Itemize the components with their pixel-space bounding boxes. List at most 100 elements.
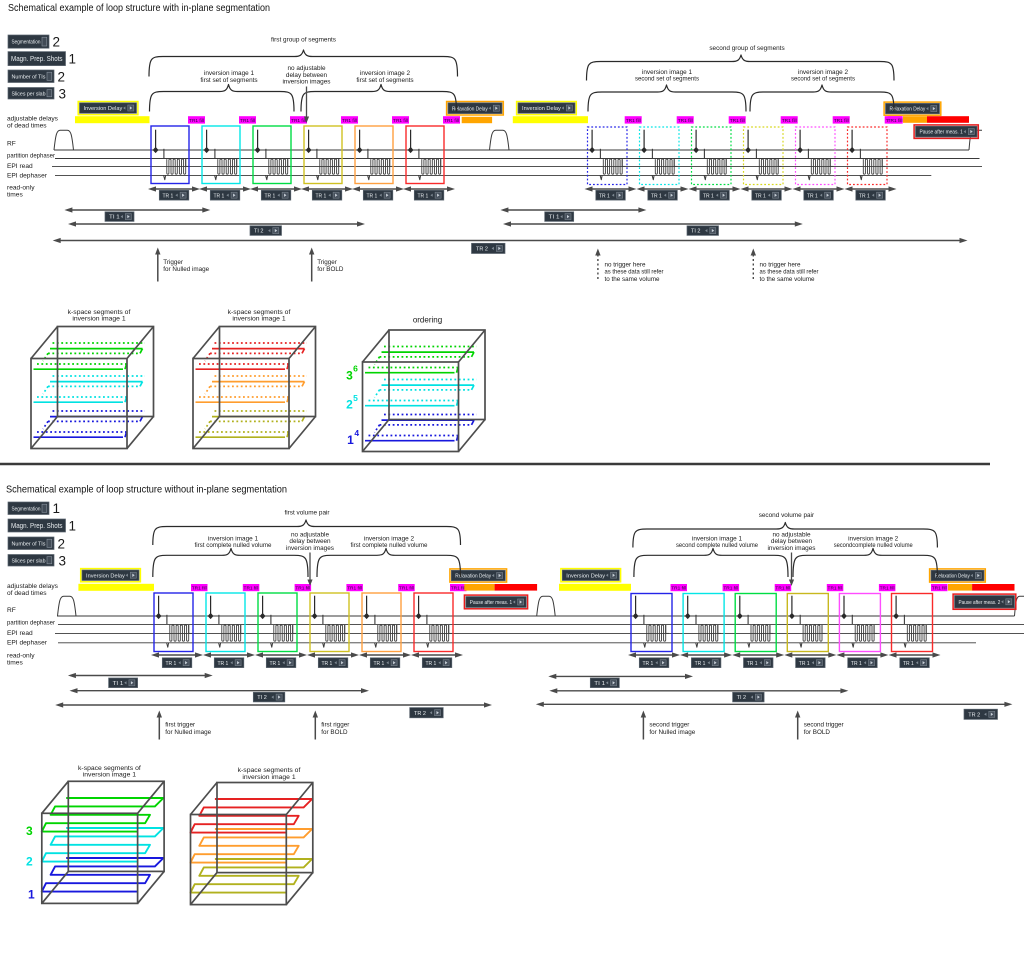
- svg-text:1: 1: [53, 501, 61, 516]
- svg-text:2: 2: [58, 70, 66, 85]
- svg-text:k-space segments of: k-space segments of: [68, 309, 131, 316]
- svg-text:TI 1: TI 1: [549, 215, 560, 221]
- svg-text:secondcomplete nulled volume: secondcomplete nulled volume: [834, 542, 913, 549]
- svg-text:TR1 fill: TR1 fill: [295, 586, 310, 592]
- svg-text:Relaxation Delay: Relaxation Delay: [455, 574, 491, 580]
- svg-text:TR 1: TR 1: [747, 661, 758, 667]
- svg-text:TR 1: TR 1: [651, 193, 662, 199]
- svg-text:TR1 fill: TR1 fill: [888, 118, 903, 124]
- svg-text:TR 1: TR 1: [270, 661, 281, 667]
- svg-text:TR1 fill: TR1 fill: [291, 118, 306, 124]
- svg-text:Number of TIs: Number of TIs: [12, 541, 46, 547]
- svg-text:Trigger: Trigger: [163, 259, 183, 266]
- svg-text:Inversion Delay: Inversion Delay: [522, 106, 561, 112]
- svg-text:4: 4: [354, 428, 359, 438]
- svg-text:TR 1: TR 1: [166, 661, 177, 667]
- svg-text:TR 1: TR 1: [695, 661, 706, 667]
- svg-text:Relaxation Delay: Relaxation Delay: [452, 106, 488, 112]
- svg-text:delay between: delay between: [771, 538, 813, 545]
- svg-text:for Nulled image: for Nulled image: [163, 266, 209, 273]
- svg-text:RF: RF: [7, 607, 16, 614]
- svg-text:times: times: [7, 191, 23, 198]
- svg-text:inversion images: inversion images: [768, 545, 816, 552]
- svg-text:TR 1: TR 1: [218, 661, 229, 667]
- svg-text:Schematical example of loop st: Schematical example of loop structure wi…: [6, 485, 287, 496]
- svg-text:first trigger: first trigger: [165, 721, 195, 728]
- svg-text:TR 2: TR 2: [414, 711, 426, 717]
- svg-text:TI 1: TI 1: [594, 681, 605, 687]
- svg-text:TR1 fill: TR1 fill: [782, 118, 797, 124]
- svg-text:TR1 fill: TR1 fill: [932, 586, 947, 592]
- svg-text:inversion image 2: inversion image 2: [360, 70, 411, 77]
- svg-text:TR 1: TR 1: [316, 193, 327, 199]
- svg-text:k-space segments of: k-space segments of: [238, 767, 301, 774]
- svg-text:TR 1: TR 1: [703, 193, 714, 199]
- svg-text:TR 1: TR 1: [799, 661, 810, 667]
- svg-text:first group of segments: first group of segments: [271, 37, 336, 44]
- svg-text:3: 3: [26, 824, 33, 838]
- svg-text:TR1 fill: TR1 fill: [244, 586, 259, 592]
- svg-text:inversion image 2: inversion image 2: [798, 69, 849, 76]
- svg-text:Relaxation Delay: Relaxation Delay: [935, 574, 970, 580]
- svg-text:TR1 fill: TR1 fill: [828, 586, 843, 592]
- svg-text:TR 1: TR 1: [163, 193, 174, 199]
- svg-text:Pause after meas. 1: Pause after meas. 1: [920, 130, 963, 136]
- svg-text:TR 1: TR 1: [599, 193, 610, 199]
- svg-text:TR 1: TR 1: [755, 193, 766, 199]
- svg-text:delay between: delay between: [289, 538, 331, 545]
- svg-text:inversion image 1: inversion image 1: [83, 772, 136, 779]
- svg-text:3: 3: [59, 87, 67, 102]
- svg-text:5: 5: [353, 393, 358, 403]
- svg-text:Inversion Delay: Inversion Delay: [84, 106, 123, 112]
- svg-text:TR1 fill: TR1 fill: [880, 586, 895, 592]
- svg-text:TR 1: TR 1: [851, 661, 862, 667]
- svg-text:TR1 fill: TR1 fill: [451, 586, 466, 592]
- svg-text:inversion image 1: inversion image 1: [204, 70, 255, 77]
- svg-text:for BOLD: for BOLD: [317, 266, 344, 273]
- svg-text:TR1 fill: TR1 fill: [444, 118, 459, 124]
- svg-text:3: 3: [346, 368, 353, 382]
- svg-text:EPI dephaser: EPI dephaser: [7, 172, 48, 179]
- svg-text:inversion image 1: inversion image 1: [208, 535, 259, 542]
- svg-text:TR1 fill: TR1 fill: [399, 586, 414, 592]
- svg-text:second set of segments: second set of segments: [791, 76, 855, 83]
- svg-text:EPI read: EPI read: [7, 163, 33, 170]
- svg-text:1: 1: [347, 433, 354, 447]
- svg-text:1: 1: [69, 52, 77, 67]
- svg-text:TI 2: TI 2: [737, 695, 746, 701]
- svg-text:TI 2: TI 2: [254, 229, 263, 235]
- svg-text:TR 1: TR 1: [903, 661, 914, 667]
- svg-text:delay between: delay between: [286, 72, 328, 79]
- svg-text:EPI dephaser: EPI dephaser: [7, 640, 48, 647]
- svg-text:Number of TIs: Number of TIs: [12, 74, 46, 80]
- svg-text:first set of segments: first set of segments: [200, 77, 257, 84]
- svg-text:to the same volume: to the same volume: [605, 276, 660, 283]
- svg-text:no adjustable: no adjustable: [772, 531, 810, 538]
- svg-text:Inversion Delay: Inversion Delay: [86, 573, 125, 579]
- svg-text:RF: RF: [7, 140, 16, 147]
- svg-text:TR1 fill: TR1 fill: [671, 586, 686, 592]
- svg-text:no adjustable: no adjustable: [287, 65, 325, 72]
- svg-text:adjustable delays: adjustable delays: [7, 116, 59, 123]
- svg-text:1: 1: [69, 519, 77, 534]
- svg-text:EPI read: EPI read: [7, 630, 33, 637]
- svg-text:adjustable delays: adjustable delays: [7, 583, 59, 590]
- svg-text:second group of segments: second group of segments: [709, 45, 784, 52]
- svg-text:inversion image 1: inversion image 1: [232, 316, 285, 323]
- svg-text:1: 1: [28, 888, 35, 902]
- svg-text:inversion image 1: inversion image 1: [692, 535, 743, 542]
- svg-text:times: times: [7, 659, 23, 666]
- svg-text:TR 2: TR 2: [968, 712, 980, 718]
- svg-text:inversion image 2: inversion image 2: [848, 535, 899, 542]
- svg-text:Inversion Delay: Inversion Delay: [566, 573, 605, 579]
- svg-text:TI 1: TI 1: [109, 215, 120, 221]
- svg-text:TI 2: TI 2: [691, 229, 700, 235]
- svg-text:first complete nulled volume: first complete nulled volume: [351, 542, 428, 549]
- svg-text:to the same volume: to the same volume: [760, 276, 815, 283]
- svg-text:TR 1: TR 1: [374, 661, 385, 667]
- svg-text:second volume pair: second volume pair: [759, 512, 815, 519]
- svg-text:TR1 fill: TR1 fill: [189, 118, 204, 124]
- svg-text:TR1 fill: TR1 fill: [678, 118, 693, 124]
- svg-text:Pause after meas. 2: Pause after meas. 2: [959, 600, 1001, 606]
- svg-text:Segmentation: Segmentation: [12, 40, 41, 46]
